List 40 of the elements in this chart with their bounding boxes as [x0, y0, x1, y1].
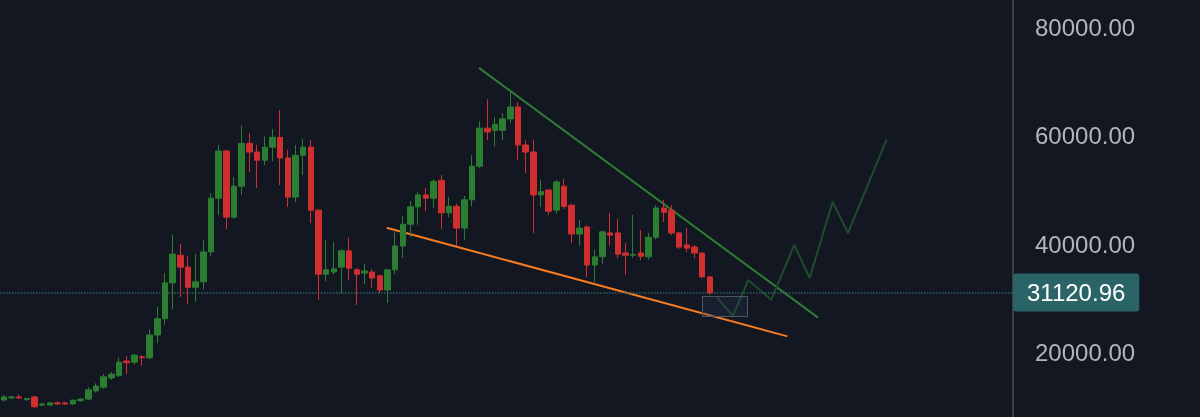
- candlestick: [47, 401, 53, 407]
- candlestick: [323, 239, 329, 282]
- candlestick: [576, 219, 583, 247]
- candlestick: [285, 149, 291, 208]
- candlestick: [369, 268, 375, 289]
- candlestick: [277, 109, 283, 186]
- candlestick: [24, 397, 30, 402]
- candlestick: [430, 178, 437, 209]
- y-tick-label: 40000.00: [1035, 230, 1136, 258]
- candlestick: [361, 263, 368, 285]
- candlestick: [630, 214, 636, 259]
- candlestick: [346, 237, 352, 281]
- y-tick-label: 60000.00: [1035, 122, 1136, 150]
- candlestick: [638, 229, 644, 261]
- candlestick: [484, 98, 491, 141]
- candlestick: [338, 248, 345, 294]
- candlestick: [584, 224, 590, 278]
- candlestick: [453, 203, 460, 247]
- candlestick: [553, 179, 560, 215]
- candlestick: [438, 174, 445, 230]
- candlestick: [446, 196, 452, 218]
- y-tick-label: 80000.00: [1035, 13, 1136, 41]
- candlestick: [545, 188, 552, 216]
- y-tick-label: 20000.00: [1035, 339, 1136, 367]
- line-series: [716, 139, 888, 318]
- candlestick: [123, 355, 130, 375]
- candlestick: [31, 395, 38, 409]
- candlestick: [331, 241, 337, 275]
- candlestick: [16, 393, 22, 400]
- candlestick: [707, 275, 713, 296]
- candlestick: [354, 267, 360, 306]
- candlestick: [423, 187, 429, 212]
- candlestick: [39, 402, 45, 407]
- candlestick: [538, 179, 544, 208]
- candlestick: [607, 212, 613, 247]
- candlestick: [131, 353, 138, 366]
- candlestick: [139, 354, 145, 367]
- candlestick: [377, 274, 383, 294]
- ref-line-label: 31120.96: [1027, 279, 1126, 307]
- candlestick: [223, 149, 230, 230]
